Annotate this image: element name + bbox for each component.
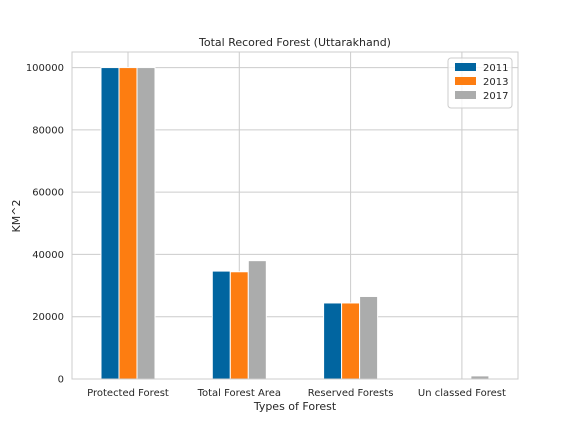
x-tick-label: Total Forest Area <box>197 388 281 399</box>
y-tick-label: 20000 <box>32 312 64 323</box>
y-axis-ticks: 0 20000 40000 60000 80000 100000 <box>26 63 64 385</box>
y-tick-label: 80000 <box>32 125 64 136</box>
legend-swatch-2013 <box>455 77 476 85</box>
x-tick-label: Protected Forest <box>87 388 169 399</box>
x-axis-ticks: Protected Forest Total Forest Area Reserve… <box>87 388 506 399</box>
bar-2017-0 <box>136 67 156 380</box>
legend: 2011 2013 2017 <box>447 57 513 109</box>
y-tick-label: 60000 <box>32 188 64 199</box>
plot-frame <box>71 51 519 380</box>
x-axis-label: Types of Forest <box>253 400 337 413</box>
y-tick-label: 40000 <box>32 250 64 261</box>
bar-2011-1 <box>211 270 231 380</box>
bar-2011-0 <box>100 67 120 380</box>
y-axis-label: KM^2 <box>10 200 23 233</box>
bar-2017-2 <box>359 295 379 380</box>
y-tick-label: 100000 <box>26 63 64 74</box>
bar-2013-1 <box>229 271 249 380</box>
legend-label: 2011 <box>483 63 508 74</box>
legend-swatch-2017 <box>455 91 476 99</box>
bar-2013-2 <box>341 302 361 380</box>
bar-2011-2 <box>323 302 343 380</box>
x-tick-label: Un classed Forest <box>418 388 506 399</box>
legend-swatch-2011 <box>455 63 476 71</box>
y-tick-label: 0 <box>58 375 64 386</box>
bar-2013-0 <box>118 67 138 380</box>
legend-label: 2013 <box>483 77 508 88</box>
legend-label: 2017 <box>483 91 508 102</box>
legend-items: 2011 2013 2017 <box>455 63 508 102</box>
chart-title: Total Recored Forest (Uttarakhand) <box>198 36 391 49</box>
bars <box>100 67 490 380</box>
bar-2017-1 <box>247 260 267 380</box>
x-tick-label: Reserved Forests <box>308 388 394 399</box>
